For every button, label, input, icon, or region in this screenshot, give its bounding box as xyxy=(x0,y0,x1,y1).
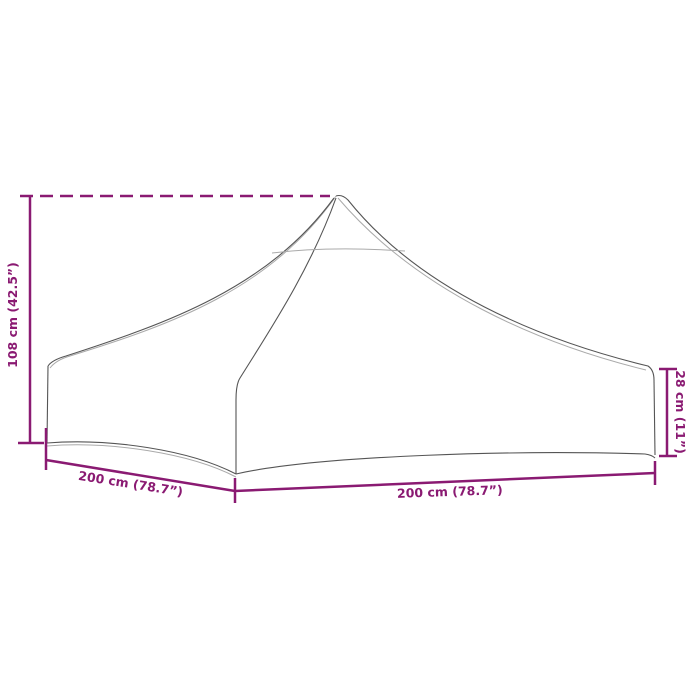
depth-dimension-line xyxy=(45,458,236,493)
front-skirt-hem xyxy=(235,452,656,475)
inner-ridge-line xyxy=(271,248,406,254)
width-label: 200 cm (78.7”) xyxy=(397,482,503,501)
right-corner-edge xyxy=(653,379,656,456)
depth-dimension: 200 cm (78.7”) xyxy=(44,428,237,503)
side-height-label: 28 cm (11”) xyxy=(673,370,688,454)
width-dimension-line xyxy=(234,471,656,493)
left-skirt-hem xyxy=(46,441,237,475)
width-dimension: 200 cm (78.7”) xyxy=(234,461,657,501)
canopy-roof-drawing xyxy=(46,194,656,478)
depth-label: 200 cm (78.7”) xyxy=(77,468,184,499)
right-roof-edge xyxy=(335,194,655,381)
right-roof-edge-inner xyxy=(337,197,647,371)
height-dimension: 108 cm (42.5”) xyxy=(5,194,330,445)
height-label: 108 cm (42.5”) xyxy=(5,262,20,368)
side-height-dimension: 28 cm (11”) xyxy=(659,367,688,458)
left-roof-edge xyxy=(47,197,335,367)
front-ridge-edge xyxy=(235,197,337,474)
left-eave-edge xyxy=(49,195,337,369)
left-skirt-hem-inner xyxy=(46,444,237,478)
